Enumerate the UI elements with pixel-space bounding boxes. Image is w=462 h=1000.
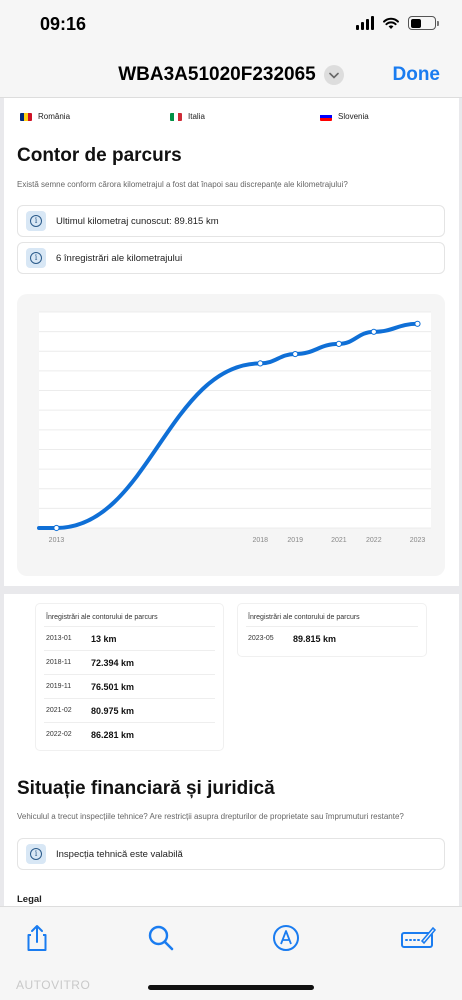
plot-area — [39, 312, 431, 528]
info-text: 6 înregistrări ale kilometrajului — [56, 252, 183, 264]
table-row: 2021-02 80.975 km — [44, 698, 215, 722]
search-icon[interactable] — [146, 923, 176, 953]
record-date: 2013-01 — [46, 635, 72, 642]
status-time: 09:16 — [40, 14, 87, 34]
odometer-chart: 2013 2018 2019 2021 2022 2023 — [17, 294, 445, 576]
status-icons — [356, 16, 439, 30]
record-km: 80.975 km — [91, 705, 135, 716]
section-title-odometer: Contor de parcurs — [17, 145, 182, 166]
x-tick-label: 2021 — [331, 537, 347, 544]
record-date: 2019-11 — [46, 683, 72, 690]
section-description-financial: Vehiculul a trecut inspecțiile tehnice? … — [17, 812, 404, 821]
table-row: 2022-02 86.281 km — [44, 722, 215, 746]
nav-bar: WBA3A51020F232065 Done — [0, 52, 462, 98]
watermark-logo: AUTOVITRO — [16, 978, 91, 992]
info-icon: i — [26, 211, 46, 231]
x-tick-label: 2023 — [410, 537, 426, 544]
info-text: Ultimul kilometraj cunoscut: 89.815 km — [56, 215, 219, 227]
x-tick-label: 2013 — [49, 537, 65, 544]
table-row: 2018-11 72.394 km — [44, 650, 215, 674]
page-odometer: România Italia Slovenia Contor de parcur… — [4, 98, 459, 586]
info-icon: i — [26, 248, 46, 268]
country-item: România — [20, 112, 70, 121]
data-point — [257, 360, 264, 367]
flag-slovenia-icon — [320, 112, 332, 121]
odometer-line-chart: 2013 2018 2019 2021 2022 2023 — [37, 311, 431, 544]
info-box-last-km: i Ultimul kilometraj cunoscut: 89.815 km — [17, 205, 445, 237]
battery-icon — [408, 16, 439, 30]
country-item: Italia — [170, 112, 205, 121]
document-content[interactable]: România Italia Slovenia Contor de parcur… — [0, 98, 462, 906]
wifi-icon — [383, 17, 399, 29]
x-tick-label: 2019 — [287, 537, 303, 544]
record-km: 13 km — [91, 633, 117, 644]
record-date: 2021-02 — [46, 707, 72, 714]
record-date: 2022-02 — [46, 731, 72, 738]
x-tick-label: 2022 — [366, 537, 382, 544]
status-bar: 09:16 — [0, 0, 462, 52]
country-name: România — [38, 112, 71, 121]
table-row: 2023-05 89.815 km — [246, 626, 418, 650]
edit-icon[interactable] — [400, 923, 437, 953]
flag-romania-icon — [20, 112, 32, 121]
odometer-records-table: Înregistrări ale contorului de parcurs 2… — [36, 604, 223, 750]
section-description-odometer: Există semne conform cărora kilometrajul… — [17, 180, 348, 189]
info-box-records: i 6 înregistrări ale kilometrajului — [17, 242, 445, 274]
done-button[interactable]: Done — [392, 64, 441, 85]
record-date: 2023-05 — [248, 635, 274, 642]
info-icon: i — [26, 844, 46, 864]
cellular-signal-icon — [356, 16, 374, 30]
document-title: WBA3A51020F232065 — [118, 64, 316, 85]
legal-label: Legal — [17, 894, 42, 905]
x-tick-label: 2018 — [252, 537, 268, 544]
info-text: Inspecția tehnică este valabilă — [56, 848, 183, 860]
home-indicator — [148, 985, 314, 990]
bottom-toolbar: AUTOVITRO — [0, 906, 462, 1000]
record-km: 76.501 km — [91, 681, 135, 692]
record-km: 86.281 km — [91, 729, 135, 740]
data-point — [292, 350, 299, 358]
page-records: Înregistrări ale contorului de parcurs 2… — [4, 594, 459, 906]
data-point — [370, 328, 377, 335]
data-point — [53, 524, 60, 532]
table-row: 2013-01 13 km — [44, 626, 215, 650]
odometer-records-table: Înregistrări ale contorului de parcurs 2… — [238, 604, 426, 656]
record-km: 89.815 km — [293, 633, 337, 644]
section-title-financial: Situație financiară și juridică — [17, 778, 275, 799]
markup-icon[interactable] — [271, 923, 301, 953]
share-icon[interactable] — [22, 923, 52, 953]
data-point — [335, 340, 342, 347]
info-box-inspection: i Inspecția tehnică este valabilă — [17, 838, 445, 870]
country-name: Italia — [188, 112, 205, 121]
data-point — [414, 320, 421, 327]
country-item: Slovenia — [320, 112, 369, 121]
table-header: Înregistrări ale contorului de parcurs — [248, 614, 360, 621]
document-title-button[interactable]: WBA3A51020F232065 — [0, 64, 462, 86]
table-row: 2019-11 76.501 km — [44, 674, 215, 698]
chevron-down-icon[interactable] — [323, 65, 344, 85]
record-date: 2018-11 — [46, 659, 72, 666]
country-name: Slovenia — [338, 112, 369, 121]
flag-italy-icon — [170, 112, 182, 121]
record-km: 72.394 km — [91, 657, 135, 668]
table-header: Înregistrări ale contorului de parcurs — [46, 614, 158, 621]
